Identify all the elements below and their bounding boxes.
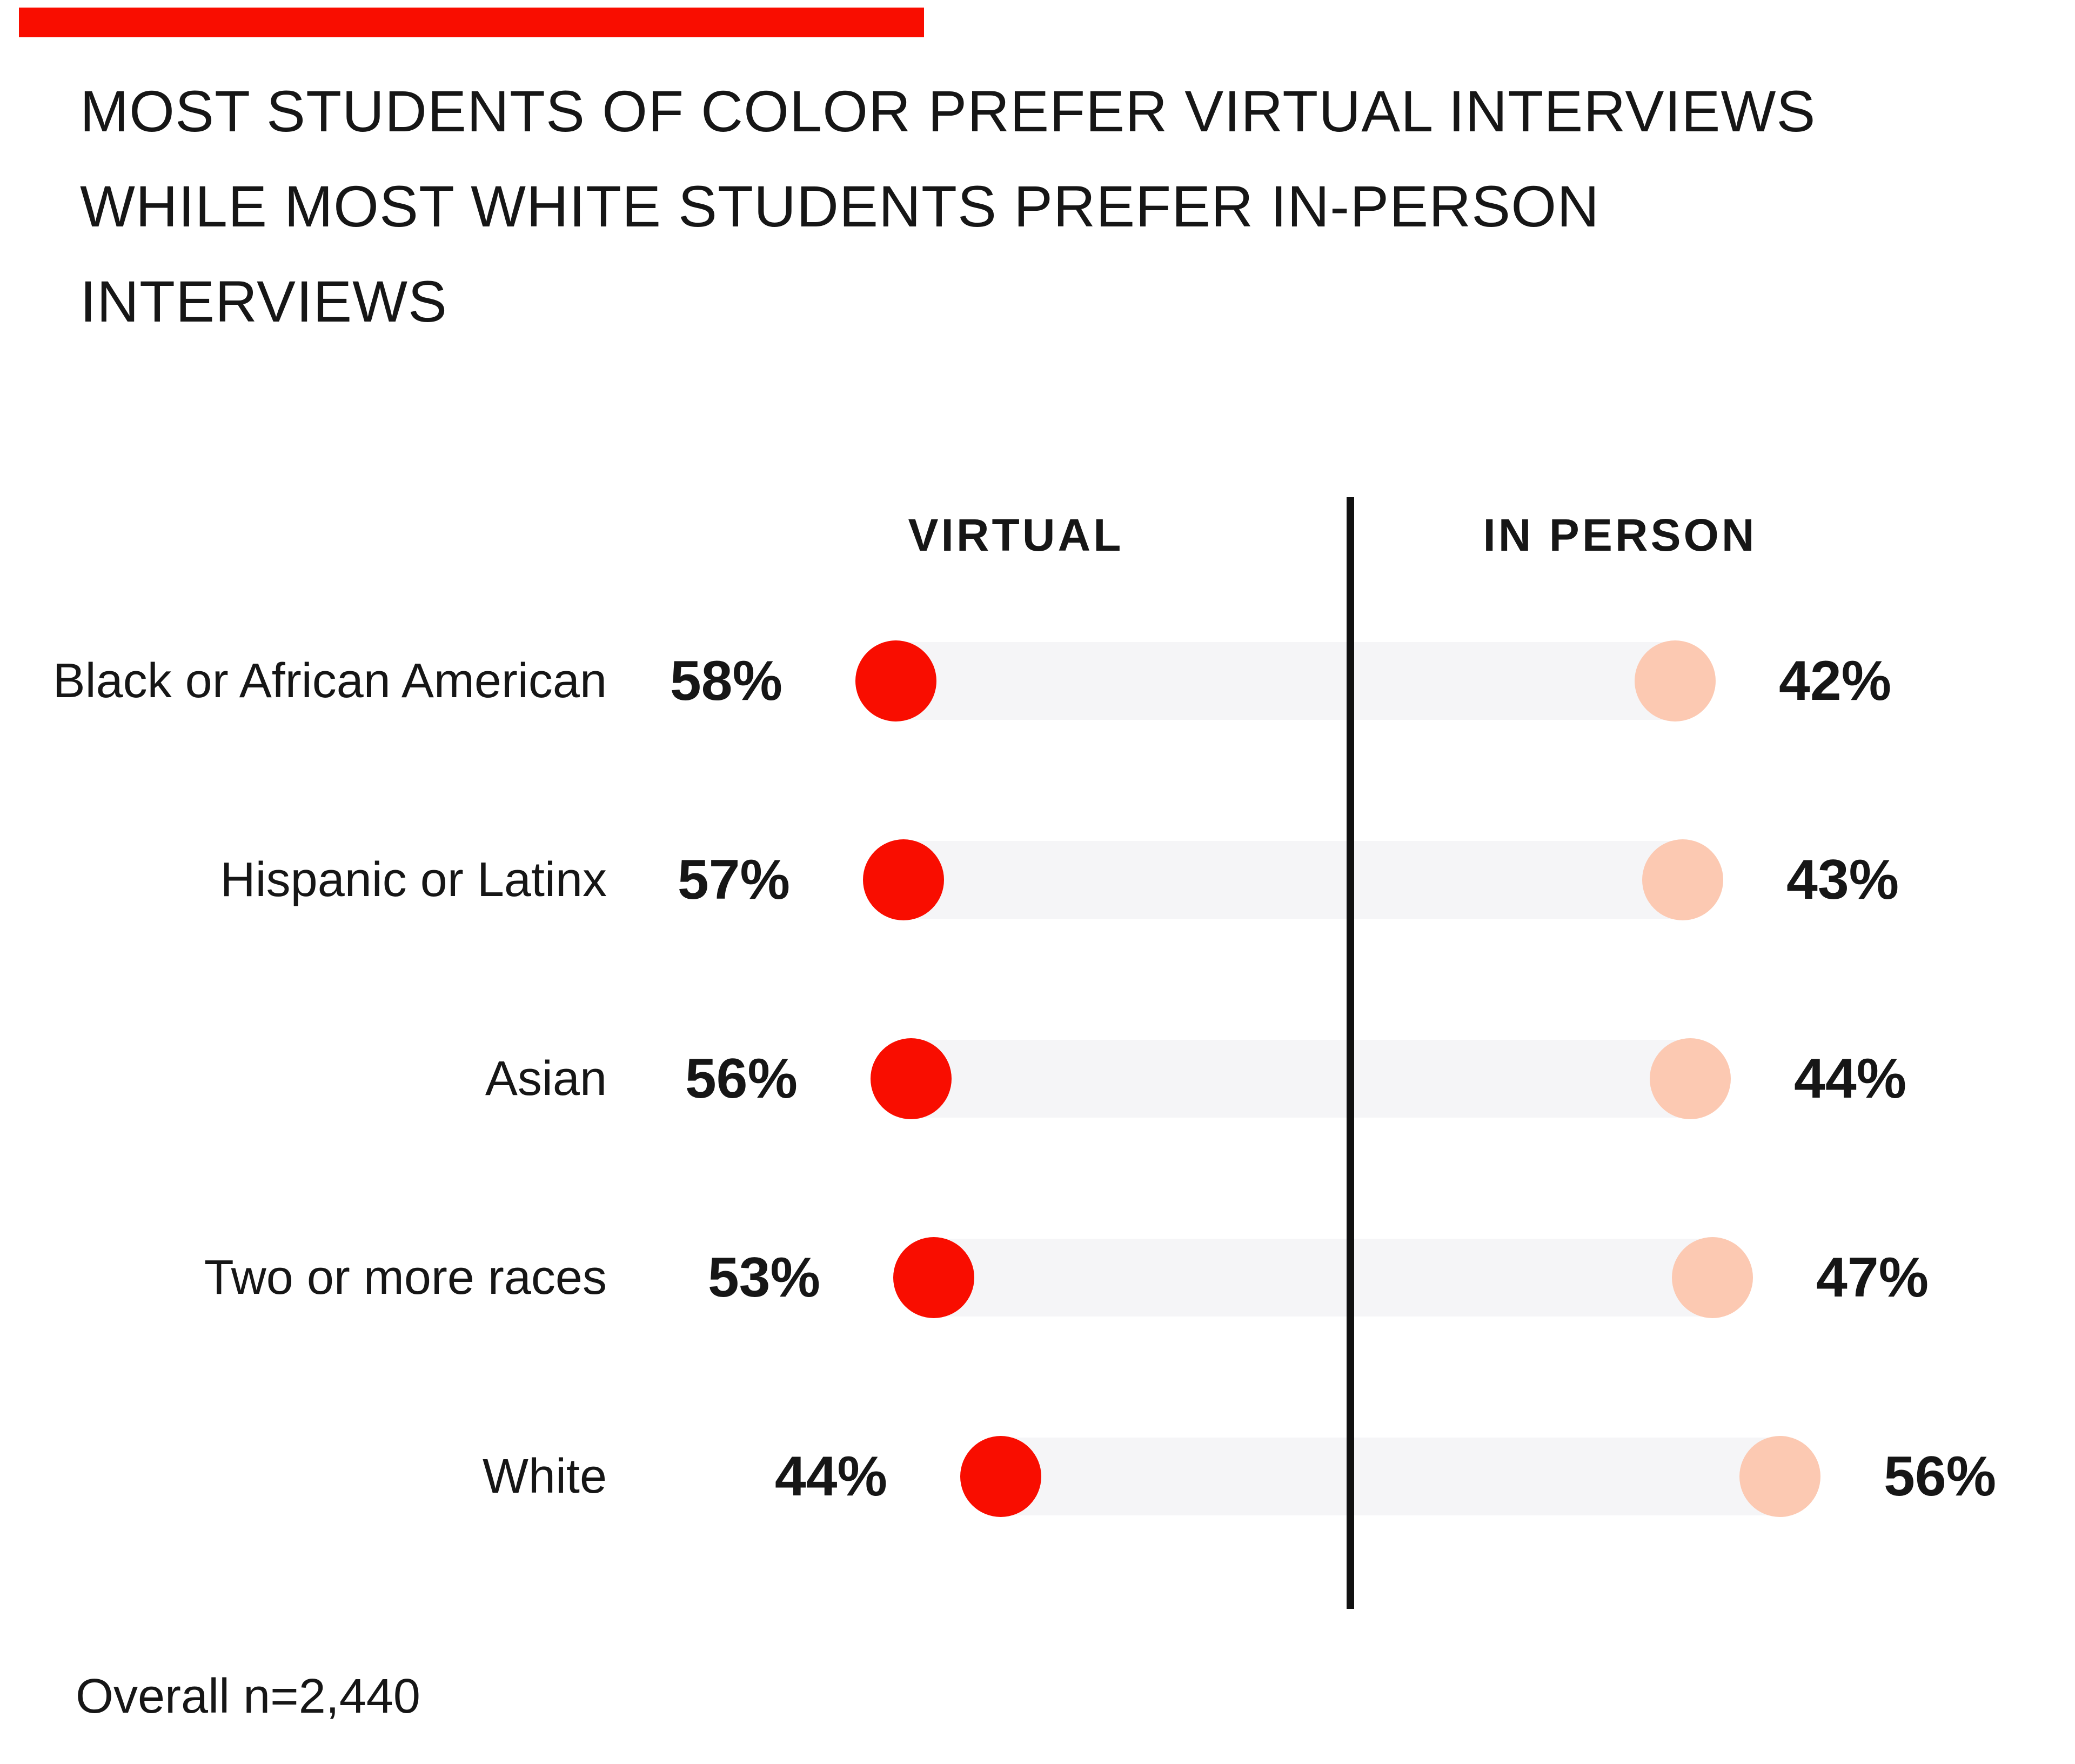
chart-title-line-3: INTERVIEWS xyxy=(80,269,448,334)
in-person-value: 42% xyxy=(1779,650,1892,712)
bar-track xyxy=(893,1239,1753,1317)
virtual-value: 44% xyxy=(774,1445,887,1508)
in-person-value: 47% xyxy=(1816,1246,1929,1309)
column-header-virtual: VIRTUAL xyxy=(908,510,1124,560)
bar-track xyxy=(855,642,1716,720)
row-label: Black or African American xyxy=(52,654,607,708)
brand-bar xyxy=(19,8,924,37)
virtual-value: 56% xyxy=(685,1047,798,1110)
in-person-dot xyxy=(1635,640,1716,721)
footnote: Overall n=2,440 xyxy=(76,1669,420,1723)
virtual-value: 58% xyxy=(670,650,782,712)
virtual-dot xyxy=(960,1436,1041,1517)
chart-title-line-1: MOST STUDENTS OF COLOR PREFER VIRTUAL IN… xyxy=(80,78,1816,144)
virtual-dot xyxy=(863,839,944,920)
virtual-dot xyxy=(855,640,936,721)
divider-line xyxy=(1347,497,1354,1609)
virtual-dot xyxy=(893,1237,974,1318)
virtual-dot xyxy=(871,1038,952,1119)
in-person-value: 43% xyxy=(1786,848,1899,911)
chart-title-line-2: WHILE MOST WHITE STUDENTS PREFER IN-PERS… xyxy=(80,173,1600,239)
in-person-dot xyxy=(1739,1436,1820,1517)
bar-track xyxy=(863,841,1723,919)
virtual-value: 57% xyxy=(677,848,790,911)
in-person-dot xyxy=(1650,1038,1731,1119)
column-header-in-person: IN PERSON xyxy=(1483,510,1757,560)
bar-track xyxy=(960,1438,1820,1515)
chart-title: MOST STUDENTS OF COLOR PREFER VIRTUAL IN… xyxy=(80,64,1816,349)
row-label: Two or more races xyxy=(204,1251,607,1305)
row-label: White xyxy=(482,1449,607,1504)
in-person-value: 56% xyxy=(1884,1445,1997,1508)
in-person-value: 44% xyxy=(1794,1047,1907,1110)
virtual-value: 53% xyxy=(707,1246,820,1309)
row-label: Asian xyxy=(485,1052,607,1106)
row-label: Hispanic or Latinx xyxy=(220,853,607,907)
in-person-dot xyxy=(1642,839,1723,920)
in-person-dot xyxy=(1672,1237,1753,1318)
bar-track xyxy=(871,1040,1731,1118)
